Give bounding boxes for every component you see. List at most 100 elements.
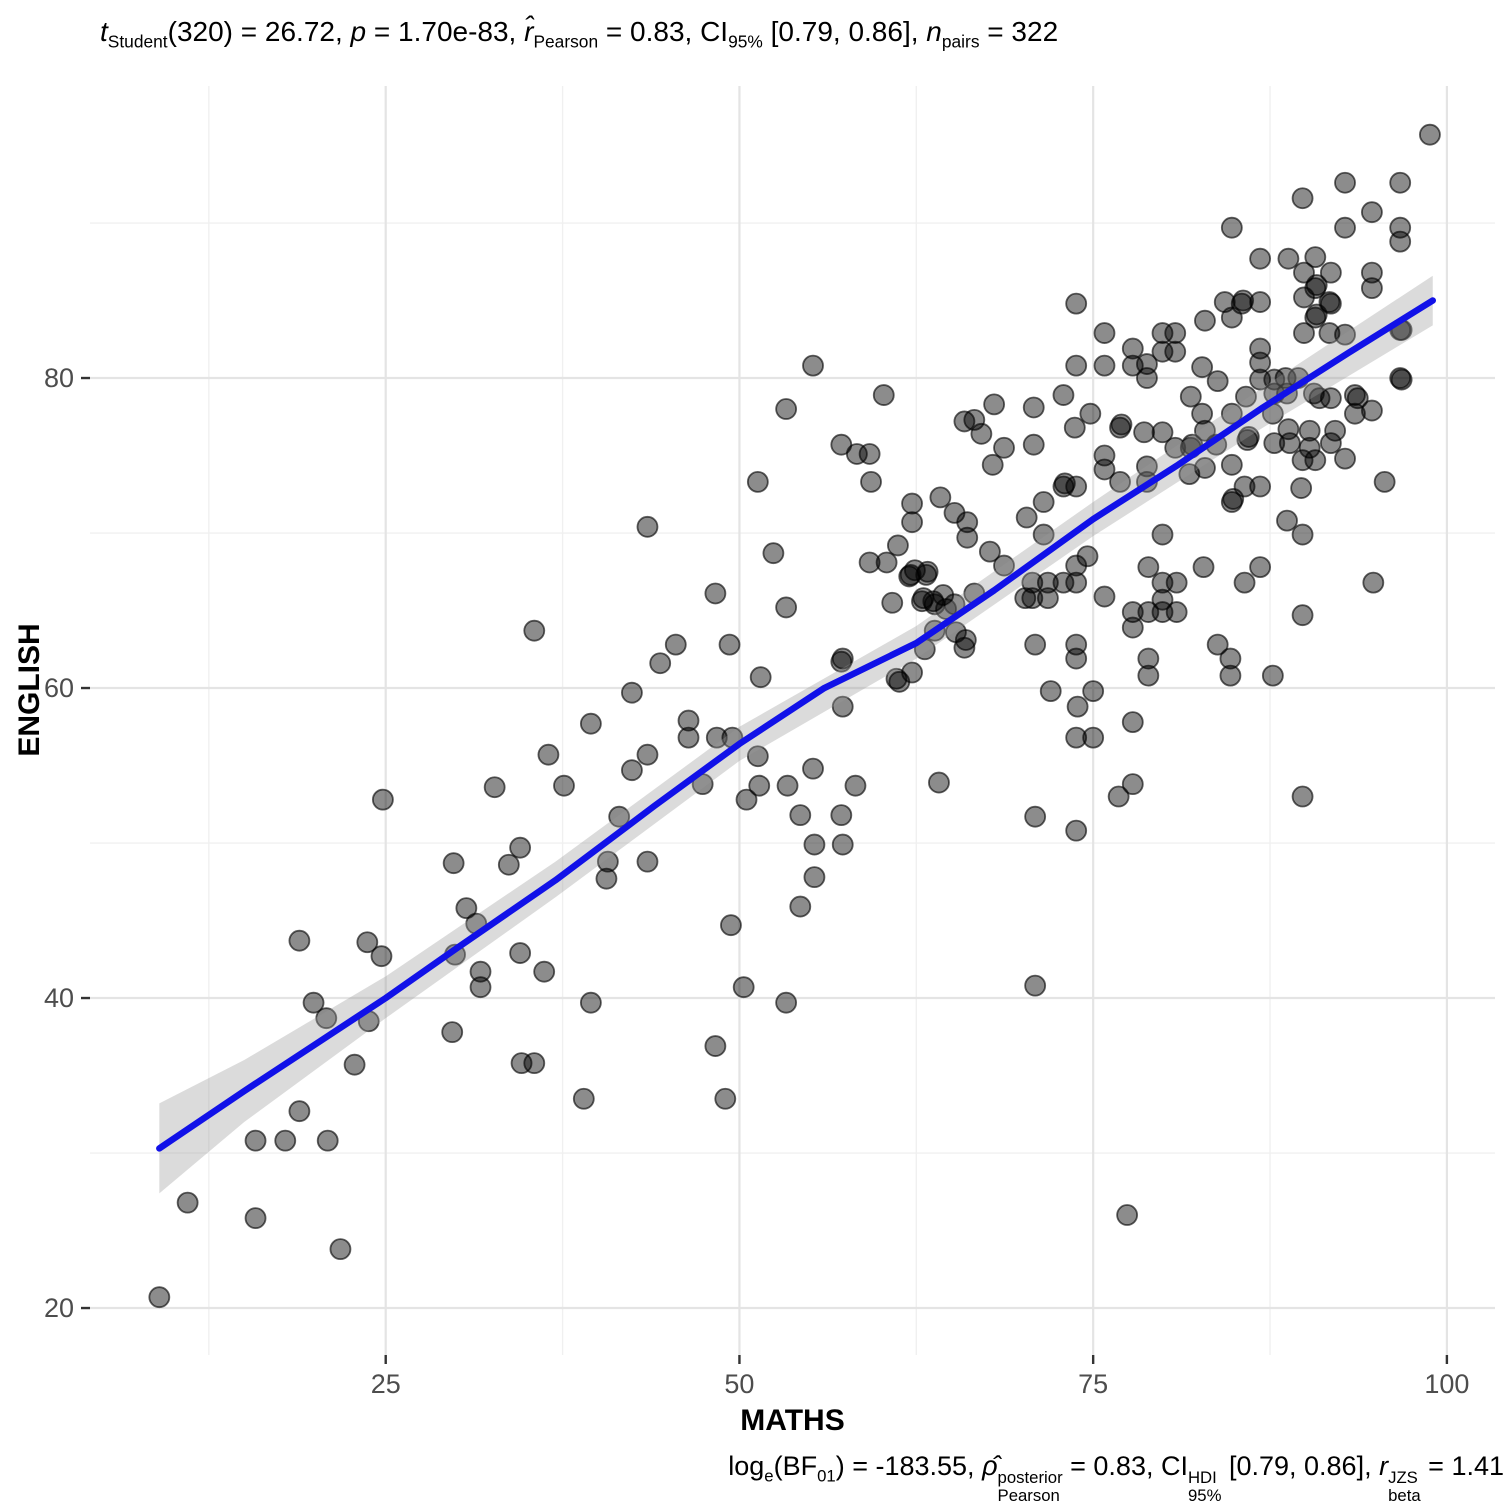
data-point: [1164, 436, 1187, 459]
data-point: [1093, 458, 1116, 481]
data-point: [746, 470, 769, 493]
data-point: [872, 384, 895, 406]
data-point: [1361, 201, 1383, 224]
data-point: [329, 1238, 352, 1261]
data-point: [1361, 277, 1383, 300]
data-point: [1319, 292, 1342, 315]
data-point: [595, 867, 618, 890]
data-point: [148, 1286, 171, 1309]
data-point: [316, 1129, 339, 1152]
data-point: [802, 354, 824, 377]
data-point: [831, 647, 854, 670]
y-axis-title: ENGLISH: [13, 623, 46, 757]
data-point: [1219, 664, 1242, 687]
data-point: [803, 833, 826, 856]
data-point: [523, 619, 546, 642]
data-point: [735, 788, 758, 811]
data-point: [887, 534, 909, 557]
data-point: [1291, 785, 1314, 808]
data-point: [343, 1053, 366, 1076]
data-point: [1334, 216, 1356, 239]
x-axis-title: MATHS: [740, 1404, 845, 1437]
data-point: [1291, 187, 1314, 210]
data-point: [1304, 449, 1327, 472]
data-point: [1277, 247, 1300, 270]
data-point: [1249, 247, 1272, 270]
data-point: [1318, 322, 1341, 344]
data-point: [315, 1007, 338, 1030]
data-point: [1235, 385, 1257, 408]
data-point: [636, 743, 659, 766]
data-point: [831, 833, 854, 856]
data-point: [1121, 601, 1144, 623]
data-point: [981, 453, 1004, 476]
data-point: [901, 511, 923, 534]
data-point: [572, 1087, 595, 1110]
data-point: [860, 470, 882, 493]
y-tick-label: 40: [44, 983, 74, 1013]
data-point: [954, 629, 977, 651]
data-point: [621, 681, 643, 704]
y-tick-label: 20: [44, 1293, 74, 1323]
data-point: [1121, 337, 1144, 360]
data-point: [1036, 571, 1059, 594]
data-point: [1133, 421, 1156, 444]
data-point: [621, 759, 643, 782]
x-tick-label: 100: [1424, 1369, 1469, 1399]
data-point: [970, 422, 993, 445]
data-point: [608, 805, 631, 828]
data-point: [1319, 261, 1342, 284]
data-point: [1291, 604, 1314, 627]
data-point: [1293, 322, 1315, 344]
data-point: [720, 914, 742, 937]
data-point: [901, 492, 923, 515]
data-point: [1136, 455, 1158, 478]
data-point: [1291, 523, 1314, 546]
data-point: [1151, 421, 1174, 444]
data-point: [1065, 354, 1088, 377]
data-point: [509, 836, 532, 859]
data-point: [441, 1021, 464, 1044]
data-point: [1233, 571, 1256, 594]
data-point: [875, 551, 898, 574]
y-tick-label: 60: [44, 673, 74, 703]
data-point: [1220, 453, 1243, 476]
data-point: [1065, 475, 1088, 498]
data-point: [748, 774, 771, 797]
data-point: [370, 945, 393, 968]
data-point: [1298, 419, 1321, 442]
data-point: [596, 850, 619, 873]
data-point: [831, 695, 854, 718]
data-point: [1232, 289, 1255, 312]
data-point: [1192, 556, 1215, 579]
data-point: [1065, 726, 1088, 749]
data-point: [1249, 291, 1272, 313]
data-point: [1015, 506, 1038, 529]
data-point: [1319, 387, 1342, 410]
data-point: [1334, 447, 1356, 470]
data-point: [762, 542, 785, 565]
data-point: [1065, 647, 1088, 670]
data-point: [746, 745, 769, 768]
data-point: [442, 852, 465, 875]
data-point: [1277, 418, 1300, 441]
data-point: [1079, 402, 1102, 425]
data-point: [802, 757, 824, 780]
data-point: [929, 486, 952, 509]
data-point: [636, 850, 659, 873]
x-tick-label: 75: [1078, 1369, 1108, 1399]
data-point: [371, 788, 394, 811]
data-point: [901, 661, 923, 684]
data-point: [1109, 470, 1131, 493]
data-point: [718, 633, 741, 656]
stats-title: tStudent(320) = 26.72, p = 1.70e-83, r̂P…: [100, 16, 1059, 52]
data-point: [956, 511, 979, 534]
data-point: [1093, 585, 1116, 608]
data-point: [455, 897, 478, 920]
data-point: [1219, 647, 1242, 670]
data-point: [789, 804, 812, 827]
data-point: [830, 804, 853, 827]
data-point: [1164, 322, 1187, 344]
data-point: [176, 1191, 199, 1214]
